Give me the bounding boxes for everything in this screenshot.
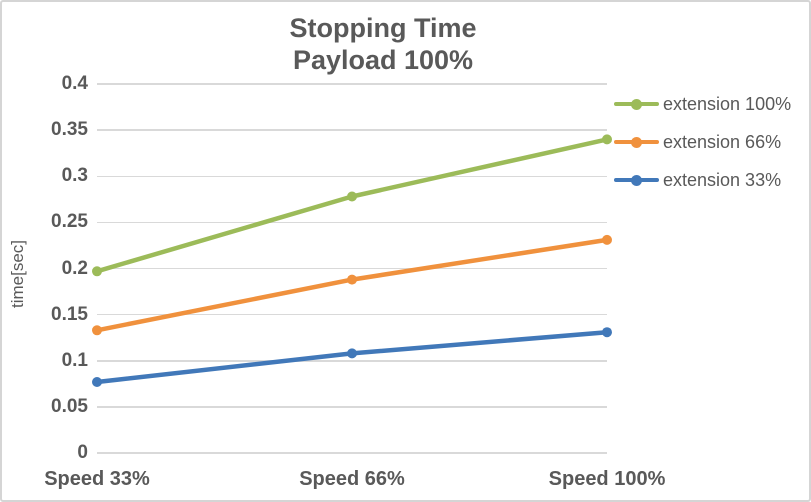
y-tick-label: 0.05 xyxy=(51,395,88,417)
legend-label: extension 100% xyxy=(663,93,792,114)
y-tick-label: 0.2 xyxy=(61,257,88,279)
gridline xyxy=(97,313,607,316)
gridline xyxy=(97,175,607,177)
line-series-plot xyxy=(92,134,612,387)
data-point-marker xyxy=(92,377,102,387)
x-tick-label: Speed 33% xyxy=(44,468,150,490)
legend-line-marker-icon xyxy=(614,174,659,186)
legend-item: extension 100% xyxy=(614,85,791,123)
series-line xyxy=(94,237,610,333)
data-point-marker xyxy=(92,325,102,336)
legend-label: extension 66% xyxy=(663,131,782,152)
x-tick-label: Speed 66% xyxy=(299,468,405,490)
gridline xyxy=(97,267,607,270)
chart-title-line1: Stopping Time xyxy=(289,13,477,43)
legend-item: extension 33% xyxy=(614,161,791,199)
gridline xyxy=(97,83,607,85)
chart-title: Stopping Time Payload 100% xyxy=(2,12,764,76)
legend-line-marker-icon xyxy=(614,98,659,110)
data-point-marker xyxy=(602,327,612,338)
gridline xyxy=(97,406,607,408)
data-point-marker xyxy=(347,274,357,285)
data-point-marker xyxy=(602,234,612,245)
y-tick-label: 0.35 xyxy=(51,119,88,141)
gridline xyxy=(97,221,607,224)
legend-label: extension 33% xyxy=(663,169,782,190)
chart-title-line2: Payload 100% xyxy=(292,45,474,75)
legend-line-marker-icon xyxy=(614,136,659,148)
y-tick-label: 0.25 xyxy=(51,211,88,233)
legend: extension 100% extension 66% extension 33% xyxy=(614,85,791,199)
legend-item: extension 66% xyxy=(614,123,791,161)
data-point-marker xyxy=(92,266,102,277)
gridline xyxy=(97,452,607,454)
y-tick-label: 0.1 xyxy=(61,349,88,371)
gridline xyxy=(97,129,607,131)
data-point-marker xyxy=(347,348,357,359)
data-point-marker xyxy=(347,191,357,202)
gridline xyxy=(97,360,607,362)
y-tick-label: 0 xyxy=(77,442,88,463)
plot-area xyxy=(92,83,612,454)
y-tick-label: 0.3 xyxy=(61,165,88,187)
x-tick-label: Speed 100% xyxy=(548,468,666,490)
y-tick-label: 0.15 xyxy=(51,303,88,325)
data-point-marker xyxy=(602,134,612,145)
y-tick-label: 0.4 xyxy=(61,73,88,94)
